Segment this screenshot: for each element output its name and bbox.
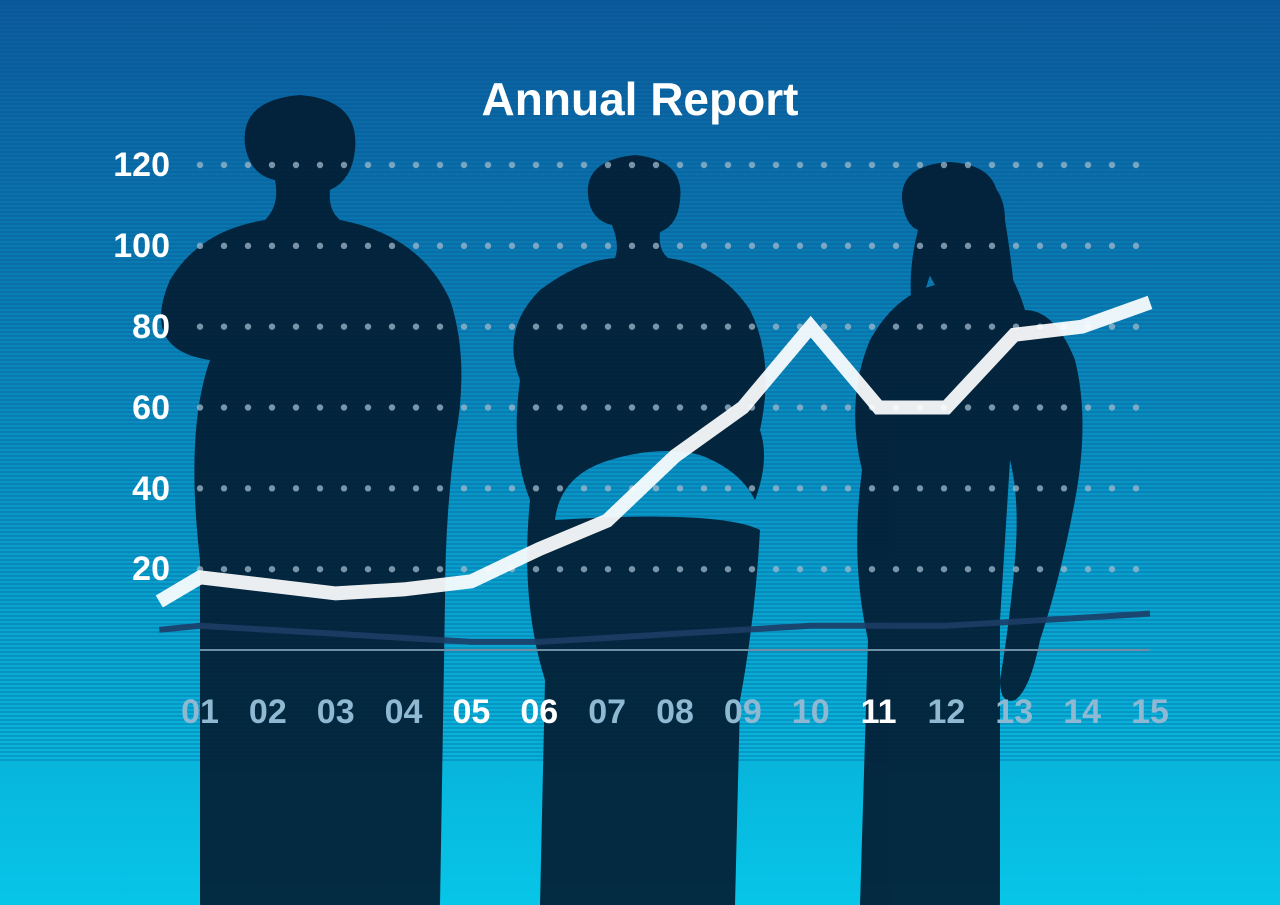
x-tick-label: 11 bbox=[861, 693, 897, 732]
chart-stage: Annual Report 20406080100120010203040506… bbox=[0, 0, 1280, 905]
y-tick-label: 60 bbox=[80, 389, 170, 428]
x-tick-label: 09 bbox=[724, 693, 762, 732]
x-tick-label: 04 bbox=[385, 693, 423, 732]
x-tick-label: 05 bbox=[453, 693, 491, 732]
line-chart bbox=[0, 0, 1280, 905]
y-tick-label: 80 bbox=[80, 308, 170, 347]
x-tick-label: 07 bbox=[588, 693, 626, 732]
x-tick-label: 06 bbox=[520, 693, 558, 732]
x-tick-label: 01 bbox=[181, 693, 219, 732]
x-tick-label: 13 bbox=[995, 693, 1033, 732]
x-tick-label: 10 bbox=[792, 693, 830, 732]
x-tick-label: 08 bbox=[656, 693, 694, 732]
y-tick-label: 20 bbox=[80, 550, 170, 589]
x-tick-label: 15 bbox=[1131, 693, 1169, 732]
x-tick-label: 02 bbox=[249, 693, 287, 732]
y-tick-label: 40 bbox=[80, 470, 170, 509]
x-tick-label: 14 bbox=[1063, 693, 1101, 732]
x-tick-label: 12 bbox=[928, 693, 966, 732]
x-tick-label: 03 bbox=[317, 693, 355, 732]
y-tick-label: 120 bbox=[80, 146, 170, 185]
y-tick-label: 100 bbox=[80, 227, 170, 266]
